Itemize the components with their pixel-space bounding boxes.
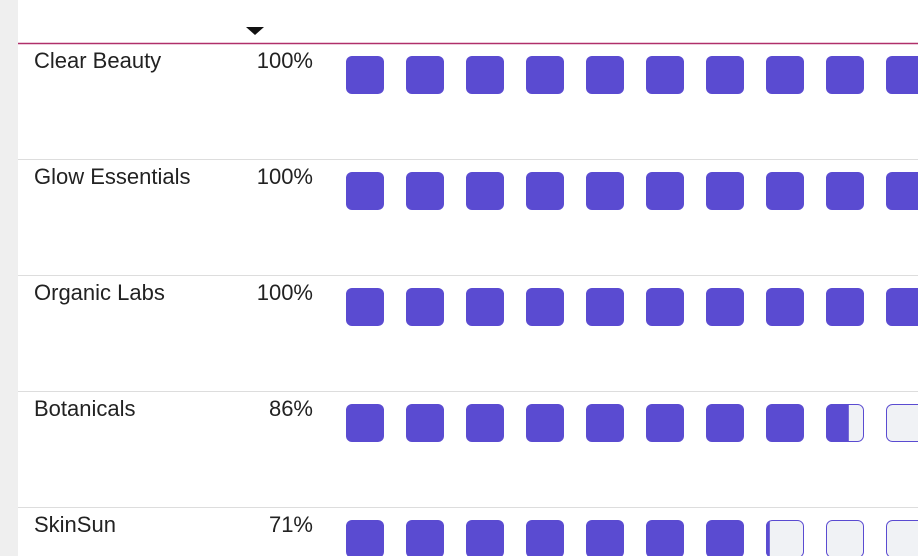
unit-square	[826, 288, 864, 326]
row-name: Organic Labs	[34, 280, 165, 305]
unit-square	[346, 404, 384, 442]
unit-square	[706, 56, 744, 94]
unit-square	[886, 172, 918, 210]
side-strip	[0, 0, 18, 556]
sort-indicator[interactable]	[246, 27, 264, 35]
unit-square	[406, 288, 444, 326]
unit-square	[466, 288, 504, 326]
unit-square	[406, 520, 444, 556]
unit-square	[526, 404, 564, 442]
unit-square	[466, 520, 504, 556]
unit-square	[766, 288, 804, 326]
unit-square	[346, 288, 384, 326]
unit-square	[586, 172, 624, 210]
row-percent: 100%	[257, 48, 313, 73]
unit-square	[886, 404, 918, 442]
unit-square	[646, 56, 684, 94]
row-percent: 100%	[257, 280, 313, 305]
unit-square	[826, 56, 864, 94]
unit-square	[706, 288, 744, 326]
unit-square	[346, 520, 384, 556]
unit-square	[466, 404, 504, 442]
unit-square	[406, 404, 444, 442]
unit-square	[646, 172, 684, 210]
unit-square	[826, 172, 864, 210]
row-name: Glow Essentials	[34, 164, 191, 189]
unit-square	[766, 520, 804, 556]
unit-square	[586, 288, 624, 326]
row-percent: 71%	[269, 512, 313, 537]
unit-square	[586, 404, 624, 442]
row-percent: 86%	[269, 396, 313, 421]
unit-square	[466, 172, 504, 210]
unit-square	[466, 56, 504, 94]
unit-square	[886, 56, 918, 94]
unit-square	[526, 288, 564, 326]
unit-square	[646, 288, 684, 326]
unit-square	[526, 56, 564, 94]
unit-square	[766, 404, 804, 442]
row-name: Clear Beauty	[34, 48, 161, 73]
row-name: Botanicals	[34, 396, 136, 421]
unit-square	[526, 172, 564, 210]
unit-square	[886, 520, 918, 556]
unit-square	[346, 172, 384, 210]
row-name: SkinSun	[34, 512, 116, 537]
unit-square	[826, 404, 864, 442]
unit-square	[406, 172, 444, 210]
unit-square	[706, 172, 744, 210]
unit-square	[886, 288, 918, 326]
unit-square	[766, 172, 804, 210]
unit-square	[706, 520, 744, 556]
unit-square	[826, 520, 864, 556]
unit-square	[646, 520, 684, 556]
row-percent: 100%	[257, 164, 313, 189]
unit-square	[406, 56, 444, 94]
unit-square	[346, 56, 384, 94]
unit-square	[766, 56, 804, 94]
unit-square	[586, 520, 624, 556]
unit-square	[706, 404, 744, 442]
unit-square	[526, 520, 564, 556]
unit-square	[586, 56, 624, 94]
unit-square	[646, 404, 684, 442]
